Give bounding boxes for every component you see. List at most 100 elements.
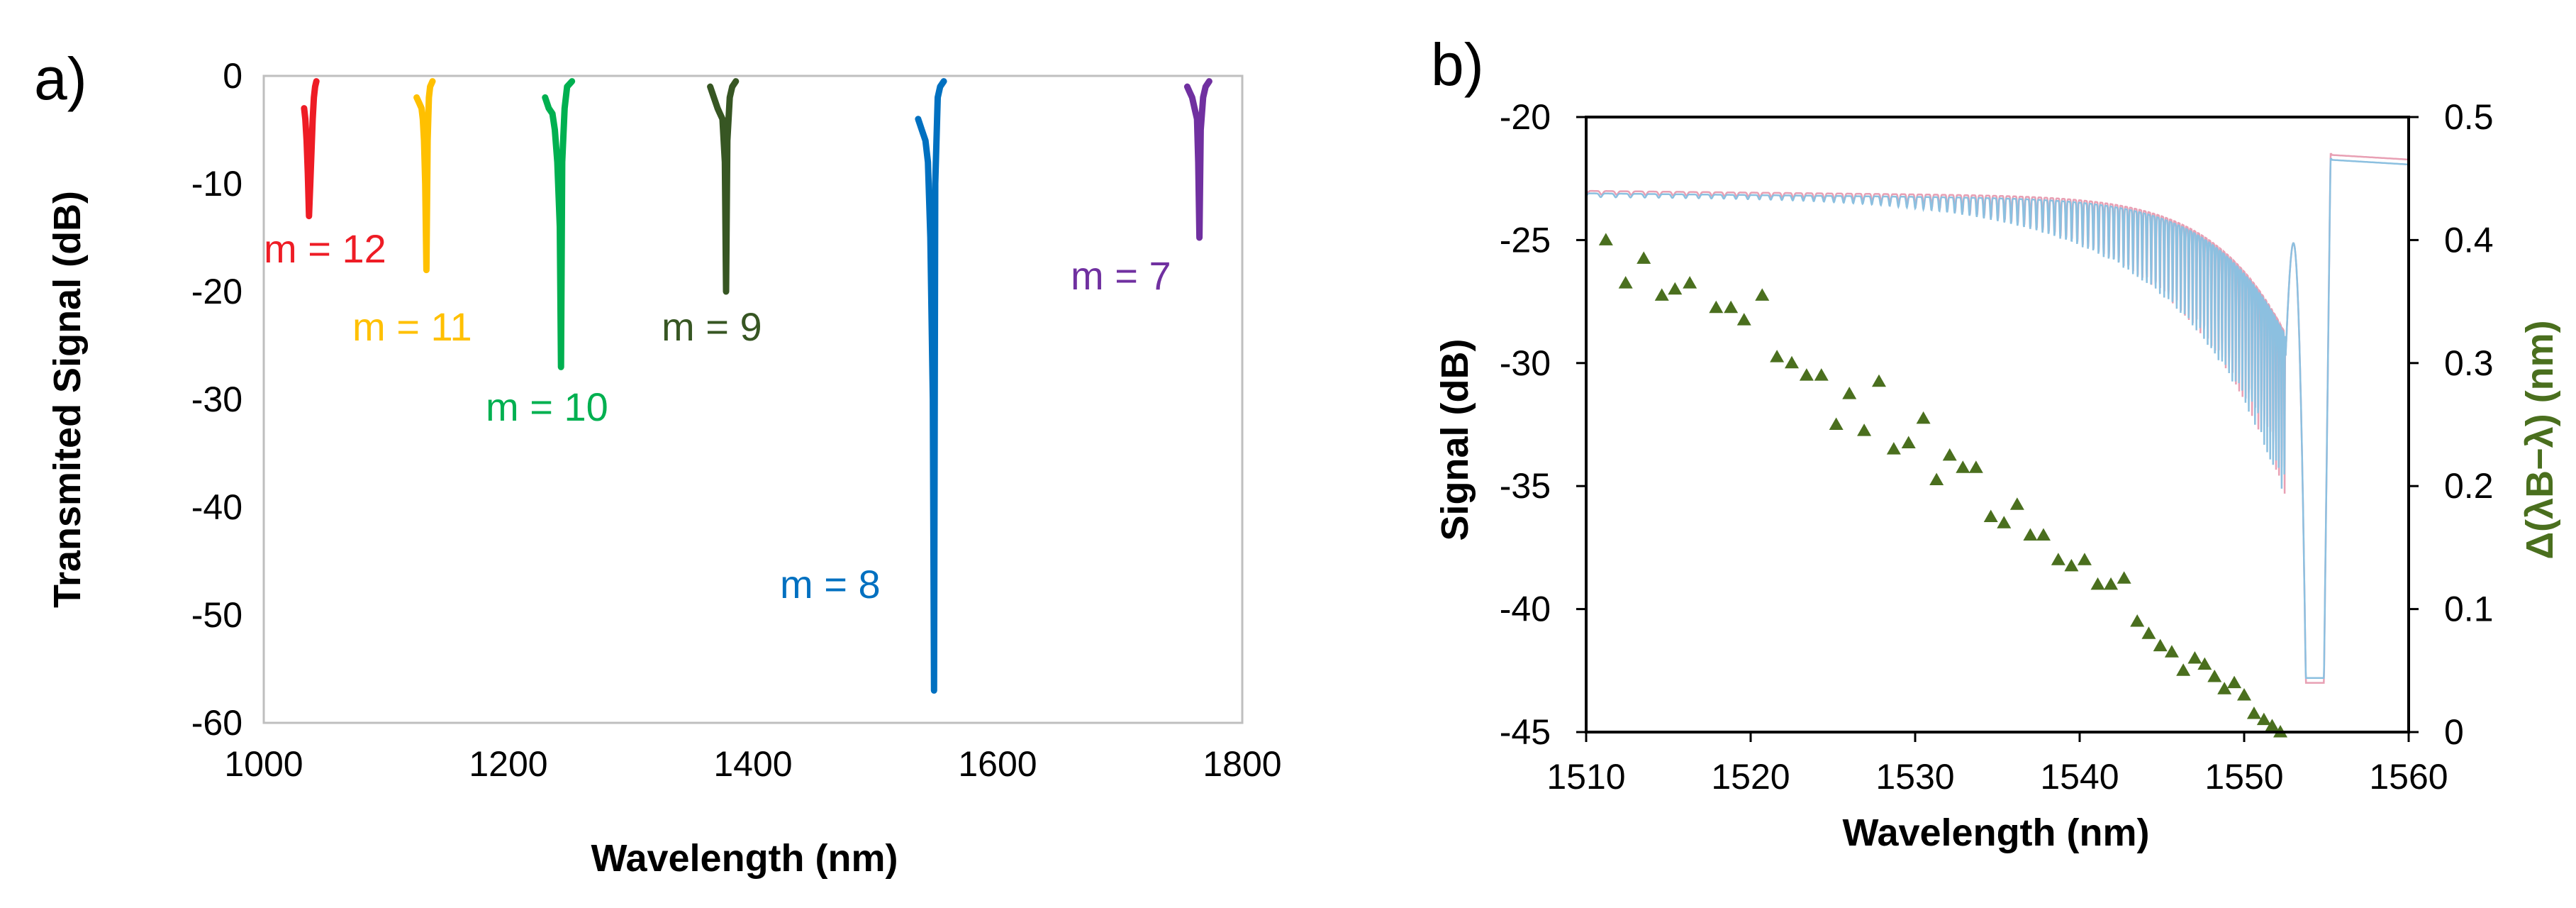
panel-b-triangle-marker xyxy=(2064,558,2079,572)
panel-a-plot-frame xyxy=(262,74,1244,724)
panel-b-triangle-marker xyxy=(2141,626,2156,639)
panel-b-triangle-marker xyxy=(1916,411,1931,424)
panel-a-series xyxy=(301,78,1212,694)
panel-b-x-tick-label: 1540 xyxy=(2040,757,2119,797)
panel-b-triangle-marker xyxy=(2246,706,2261,719)
panel-b-triangle-marker xyxy=(1842,387,1857,399)
panel-a-series-line xyxy=(542,78,576,370)
panel-b-signal-line xyxy=(1585,157,2409,679)
panel-a-x-tick-label: 1200 xyxy=(469,744,547,784)
panel-b-triangle-marker xyxy=(1724,300,1739,314)
panel-b-x-tick-label: 1510 xyxy=(1546,757,1625,797)
panel-b-y-tick-label: -45 xyxy=(1500,712,1551,752)
panel-b-triangle-marker xyxy=(2104,577,2119,590)
panel-b-right-y-tick-label: 0.1 xyxy=(2444,589,2494,629)
panel-b-right-y-tick-label: 0 xyxy=(2444,712,2464,752)
panel-b-x-axis-title: Wavelength (nm) xyxy=(1842,812,2149,854)
panel-b-triangle-marker xyxy=(1654,288,1669,301)
panel-a-y-tick-label: -60 xyxy=(191,703,242,743)
panel-a-series-line xyxy=(301,78,320,220)
panel-b-triangle-marker xyxy=(1814,368,1829,381)
panel-a-y-tick-label: 0 xyxy=(223,56,242,96)
panel-a-x-tick-label: 1800 xyxy=(1203,744,1281,784)
panel-b: b) -20 -25 -30 -35 -40 -45 0.5 0.4 0.3 0.2 0.1 0 1… xyxy=(1431,31,2561,854)
panel-b-triangle-marker xyxy=(1886,442,1901,455)
panel-b-y-tick-label: -20 xyxy=(1500,97,1551,137)
panel-b-series xyxy=(1585,153,2409,684)
panel-b-triangle-marker xyxy=(1983,509,1998,523)
panel-b-triangle-marker xyxy=(2036,528,2051,541)
panel-b-triangle-marker xyxy=(2130,614,2145,627)
panel-b-triangle-marker xyxy=(2197,657,2212,670)
panel-b-triangle-marker xyxy=(2256,712,2271,726)
panel-b-y-axis-title: Signal (dB) xyxy=(1434,339,1476,541)
panel-b-right-y-tick-label: 0.5 xyxy=(2444,97,2494,137)
panel-b-triangle-marker xyxy=(2207,669,2222,682)
panel-b-triangle-marker xyxy=(1709,300,1724,314)
panel-b-triangle-marker xyxy=(1736,313,1751,326)
panel-b-triangle-marker xyxy=(2176,663,2191,676)
panel-a-series-label: m = 12 xyxy=(264,226,386,271)
panel-a-y-ticks: 0 -10 -20 -30 -40 -50 -60 xyxy=(191,56,242,743)
panel-b-y-ticks: -20 -25 -30 -35 -40 -45 xyxy=(1500,97,1586,752)
panel-a-y-axis-title: Transmited Signal (dB) xyxy=(46,191,89,608)
panel-b-right-y-ticks: 0.5 0.4 0.3 0.2 0.1 0 xyxy=(2409,97,2494,752)
panel-b-triangle-marker xyxy=(1997,516,2012,528)
panel-b-triangle-marker xyxy=(1871,374,1886,387)
panel-b-triangle-marker xyxy=(1668,282,1683,295)
panel-b-triangle-marker xyxy=(2117,571,2131,584)
panel-b-triangle-marker xyxy=(1770,350,1785,362)
panel-b-triangle-marker xyxy=(1942,448,1957,461)
panel-b-triangle-marker xyxy=(1968,460,1983,473)
panel-b-y-tick-label: -30 xyxy=(1500,343,1551,383)
panel-a-series-label: m = 9 xyxy=(662,304,762,349)
panel-a-x-axis-title: Wavelength (nm) xyxy=(591,837,898,880)
panel-b-triangle-marker xyxy=(2153,638,2168,652)
panel-a-x-tick-label: 1000 xyxy=(224,744,303,784)
panel-b-plot-frame xyxy=(1585,116,2410,733)
panel-b-triangle-marker xyxy=(1857,423,1872,436)
panel-b-triangle-marker xyxy=(1637,251,1651,264)
panel-a-series-line xyxy=(915,78,947,694)
panel-b-triangle-marker xyxy=(1618,276,1633,289)
panel-b-triangle-marker xyxy=(1901,436,1916,449)
panel-a-series-label: m = 10 xyxy=(486,384,608,429)
panel-b-triangle-marker xyxy=(2164,645,2179,658)
panel-a-series-line xyxy=(707,78,740,295)
panel-a-y-tick-label: -10 xyxy=(191,164,242,204)
panel-b-label: b) xyxy=(1431,31,1484,98)
panel-b-triangle-marker xyxy=(1956,460,1970,473)
panel-b-triangle-marker xyxy=(1785,355,1799,369)
panel-b-right-y-tick-label: 0.2 xyxy=(2444,466,2494,506)
panel-b-x-tick-label: 1550 xyxy=(2204,757,2283,797)
panel-b-triangle-marker xyxy=(2077,553,2092,565)
panel-b-y-tick-label: -25 xyxy=(1500,220,1551,260)
panel-b-x-tick-label: 1520 xyxy=(1711,757,1790,797)
panel-b-triangle-marker xyxy=(1929,472,1944,486)
panel-b-triangle-marker xyxy=(2227,675,2242,689)
panel-b-triangle-marker xyxy=(2187,650,2202,664)
panel-a-y-tick-label: -20 xyxy=(191,272,242,311)
panel-b-triangle-marker xyxy=(2237,687,2251,701)
panel-b-triangle-marker xyxy=(2265,719,2280,731)
panel-b-x-tick-label: 1560 xyxy=(2369,757,2448,797)
panel-b-x-ticks: 1510 1520 1530 1540 1550 1560 xyxy=(1546,732,2448,797)
panel-b-y-tick-label: -35 xyxy=(1500,466,1551,506)
panel-a-label: a) xyxy=(34,45,87,112)
panel-b-triangle-marker xyxy=(1829,417,1844,430)
panel-a-series-labels: m = 12 m = 11 m = 10 m = 9 m = 8 m = 7 xyxy=(264,226,1171,607)
panel-a-series-label: m = 11 xyxy=(352,304,472,349)
panel-a-series-label: m = 7 xyxy=(1071,253,1171,298)
panel-a-y-tick-label: -30 xyxy=(191,380,242,419)
panel-b-triangle-marker xyxy=(2051,553,2065,565)
panel-b-triangle-marker xyxy=(1683,276,1697,289)
panel-b-triangle-marker xyxy=(1598,233,1613,245)
panel-b-y-tick-label: -40 xyxy=(1500,589,1551,629)
panel-a-series-line xyxy=(1183,78,1212,241)
panel-a-x-tick-label: 1600 xyxy=(958,744,1037,784)
panel-a: a) 0-10-20-30-40-50-60 1000 1200 1400 1600 1… xyxy=(34,45,1282,880)
panel-a-y-tick-label: -50 xyxy=(191,595,242,635)
panel-a-x-tick-label: 1400 xyxy=(713,744,792,784)
panel-b-right-y-tick-label: 0.4 xyxy=(2444,220,2494,260)
